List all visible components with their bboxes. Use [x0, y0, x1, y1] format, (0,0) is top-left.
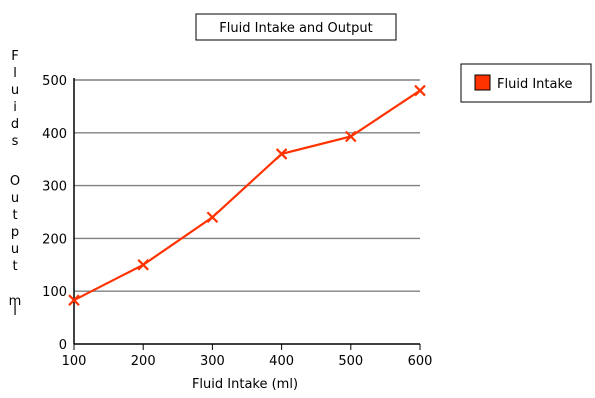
y-tick-labels: 0 100 200 300 400 500	[42, 74, 67, 353]
y-axis-label-char: t	[12, 259, 17, 274]
data-point	[345, 130, 357, 143]
x-tick-labels: 100 200 300 400 500 600	[62, 354, 433, 369]
chart-title-box	[195, 13, 397, 41]
y-axis-label-char: u	[11, 83, 19, 98]
y-axis-label-char: u	[11, 191, 19, 206]
y-tick-label: 100	[42, 285, 67, 300]
axes	[73, 78, 421, 350]
x-axis-label: Fluid Intake (ml)	[192, 377, 298, 392]
chart-title: Fluid Intake and Output	[219, 21, 372, 36]
y-axis-label-char: O	[10, 174, 20, 189]
data-point	[275, 148, 288, 160]
data-point	[206, 211, 219, 224]
grid-lines	[74, 79, 420, 292]
y-axis-label-char: u	[11, 242, 19, 257]
data-point	[68, 294, 80, 306]
y-axis-label-char: F	[11, 49, 18, 64]
x-tick-label: 600	[408, 354, 433, 369]
data-point	[137, 259, 149, 271]
x-tick-label: 400	[269, 354, 294, 369]
y-axis-label-char: l	[13, 66, 17, 81]
y-axis-label-char: d	[11, 117, 19, 132]
y-tick-label: 400	[42, 127, 67, 142]
data-point	[414, 84, 426, 97]
y-tick-label: 300	[42, 180, 67, 195]
data-point-x-stroke	[414, 84, 426, 97]
x-tick-label: 100	[62, 354, 87, 369]
legend-label: Fluid Intake	[497, 77, 573, 92]
y-axis-label-char: p	[11, 225, 19, 240]
series-line	[73, 89, 421, 302]
y-axis-label-char: s	[12, 134, 19, 149]
y-tick-label: 500	[42, 74, 67, 89]
y-tick-label: 200	[42, 232, 67, 247]
data-point-x-stroke	[68, 294, 80, 306]
y-axis-label-char: l	[13, 304, 17, 319]
y-axis-label-char: i	[13, 100, 17, 115]
x-tick-label: 500	[338, 354, 363, 369]
series-layer	[68, 84, 426, 306]
y-axis-label-char: t	[12, 208, 17, 223]
x-tick-label: 200	[131, 354, 156, 369]
data-point-x-stroke	[206, 211, 219, 224]
data-point-x-stroke	[137, 259, 149, 271]
y-tick-label: 0	[59, 338, 67, 353]
legend: Fluid Intake	[460, 63, 592, 103]
y-axis-label-char: m	[9, 294, 22, 309]
data-point-x-stroke	[275, 148, 288, 160]
x-tick-label: 300	[200, 354, 225, 369]
legend-swatch	[474, 74, 491, 91]
data-point-x-stroke	[345, 130, 357, 143]
